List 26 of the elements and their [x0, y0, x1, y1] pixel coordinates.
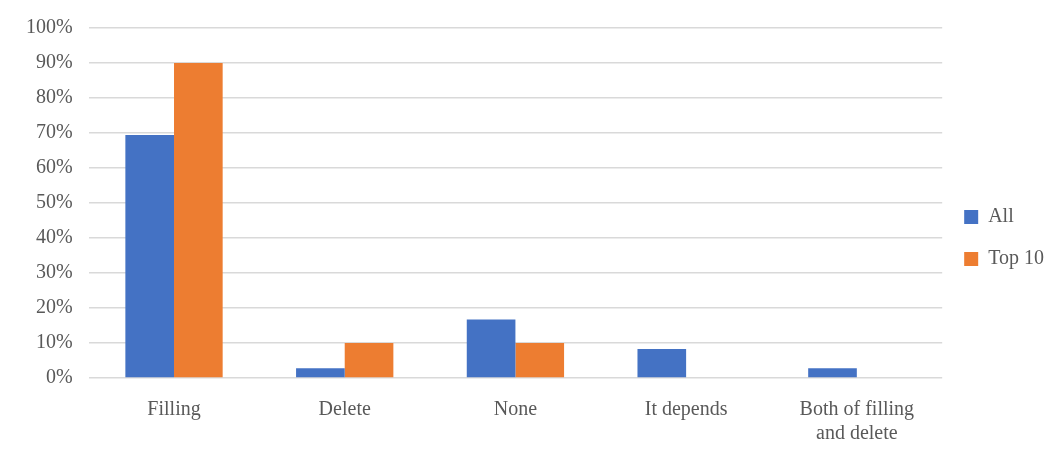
legend-label: All — [988, 204, 1015, 227]
x-tick-label: Filling — [147, 397, 201, 421]
y-tick-label: 70% — [35, 120, 73, 143]
y-tick-label: 60% — [35, 155, 73, 178]
x-tick-label: Delete — [318, 397, 371, 420]
y-tick-label: 0% — [45, 365, 73, 388]
x-tick-label: Both of filling and delete — [799, 397, 915, 444]
bar — [125, 135, 175, 378]
bar — [344, 343, 394, 378]
bar — [515, 343, 565, 378]
legend-label: Top 10 — [988, 246, 1045, 270]
y-tick-label: 10% — [35, 330, 73, 353]
bar — [174, 63, 223, 378]
y-tick-label: 40% — [35, 225, 73, 248]
y-tick-label: 30% — [35, 260, 73, 283]
y-tick-label: 100% — [25, 15, 73, 38]
bar — [808, 368, 857, 378]
bar — [296, 368, 345, 378]
bar — [637, 348, 687, 378]
y-tick-label: 20% — [35, 295, 73, 318]
y-tick-label: 90% — [35, 50, 73, 73]
bar — [466, 319, 516, 378]
y-tick-label: 80% — [35, 85, 73, 108]
x-tick-label: None — [493, 397, 538, 420]
y-tick-label: 50% — [35, 190, 73, 213]
x-tick-label: It depends — [644, 397, 728, 421]
